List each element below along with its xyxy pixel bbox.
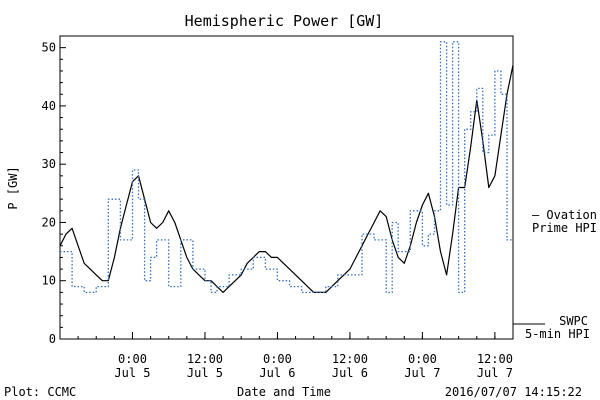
series-layer [59, 41, 514, 294]
x-tick-time: 12:00 [332, 352, 368, 366]
chart-title: Hemispheric Power [GW] [185, 12, 384, 30]
y-axis: 0 10 20 30 40 50 [42, 35, 66, 346]
y-tick-label: 40 [42, 99, 56, 113]
y-tick-label: 30 [42, 157, 56, 171]
x-axis-label: Date and Time [237, 385, 331, 399]
y-tick-label: 0 [49, 332, 56, 346]
legend-ovation-line2: Prime HPI [532, 221, 597, 235]
footer-timestamp: 2016/07/07 14:15:22 [445, 385, 582, 399]
x-tick-time: 0:00 [263, 352, 292, 366]
legend-swpc-line1: SWPC [559, 314, 588, 328]
y-tick-label: 20 [42, 215, 56, 229]
legend-swpc-line2: 5-min HPI [525, 327, 590, 341]
footer-plot-credit: Plot: CCMC [4, 385, 76, 399]
plot-frame [59, 35, 514, 340]
legend-ovation-line1: — Ovation [532, 208, 597, 222]
x-tick-date: Jul 6 [259, 366, 295, 380]
x-tick-date: Jul 5 [187, 366, 223, 380]
x-tick-date: Jul 5 [114, 366, 150, 380]
x-tick-time: 12:00 [477, 352, 513, 366]
series-line-ovation [60, 41, 513, 294]
x-tick-time: 0:00 [408, 352, 437, 366]
y-tick-label: 10 [42, 274, 56, 288]
x-tick-date: Jul 7 [404, 366, 440, 380]
x-tick-time: 12:00 [187, 352, 223, 366]
series-line-swpc [59, 64, 514, 293]
y-tick-label: 50 [42, 41, 56, 55]
x-tick-time: 0:00 [118, 352, 147, 366]
y-axis-label: P [GW] [6, 166, 20, 209]
x-tick-date: Jul 7 [477, 366, 513, 380]
x-tick-date: Jul 6 [332, 366, 368, 380]
